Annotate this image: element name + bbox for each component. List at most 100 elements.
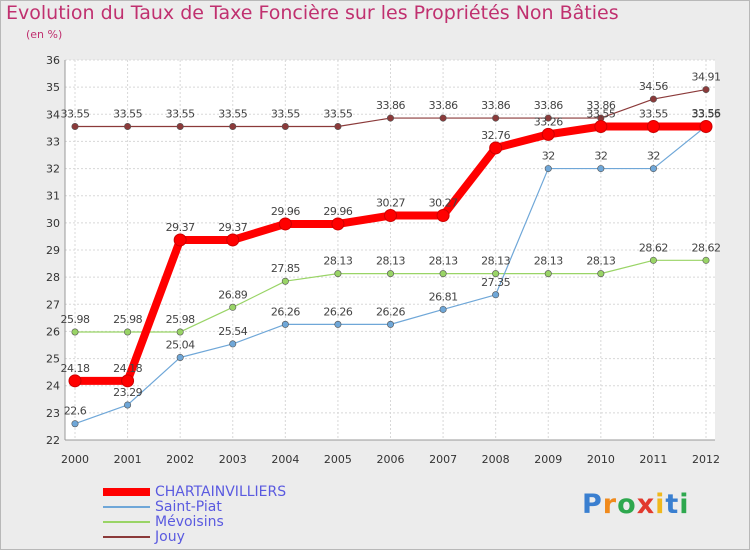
- legend-label-saint-piat: Saint-Piat: [155, 499, 222, 515]
- data-point-series-2: [334, 270, 342, 278]
- data-label: 28.62: [692, 241, 721, 254]
- data-point-series-2: [544, 270, 552, 278]
- data-label: 33.86: [376, 99, 405, 112]
- data-label: 26.26: [323, 305, 352, 318]
- data-point-series-2: [229, 303, 237, 311]
- data-label: 29.96: [323, 205, 352, 218]
- data-point-series-1: [649, 165, 657, 173]
- data-label: 27.85: [271, 262, 300, 275]
- data-point-series-1: [492, 291, 500, 299]
- x-tick-label: 2005: [324, 453, 352, 466]
- data-point-series-1: [176, 353, 184, 361]
- y-tick-label: 25: [46, 353, 60, 366]
- data-label: 25.98: [166, 313, 195, 326]
- data-point-series-3: [71, 123, 79, 131]
- data-point-series-3: [439, 114, 447, 122]
- x-tick-label: 2001: [114, 453, 142, 466]
- y-tick-label: 27: [46, 298, 60, 311]
- data-point-series-2: [702, 256, 710, 264]
- logo-letter: x: [636, 489, 656, 520]
- data-point-series-3: [386, 114, 394, 122]
- data-point-series-3: [649, 95, 657, 103]
- data-point-series-1: [386, 320, 394, 328]
- data-label: 25.98: [113, 313, 142, 326]
- data-point-chartainvilliers: [489, 141, 503, 155]
- data-label: 22.6: [64, 405, 87, 418]
- data-point-series-1: [544, 165, 552, 173]
- x-tick-label: 2000: [61, 453, 89, 466]
- data-label: 26.81: [429, 290, 458, 303]
- data-point-chartainvilliers: [699, 120, 713, 133]
- data-point-series-1: [229, 340, 237, 348]
- data-label: 33.55: [323, 108, 352, 121]
- data-label: 30.27: [429, 197, 458, 210]
- data-label: 32: [542, 150, 555, 163]
- data-point-chartainvilliers: [384, 209, 397, 223]
- x-tick-label: 2012: [692, 453, 720, 466]
- y-tick-label: 36: [46, 54, 60, 67]
- data-label: 24.18: [113, 362, 142, 375]
- data-point-series-1: [334, 320, 342, 328]
- x-tick-label: 2011: [639, 453, 667, 466]
- data-point-chartainvilliers: [121, 374, 135, 388]
- logo-letter: o: [617, 489, 637, 520]
- data-label: 25.54: [218, 325, 247, 338]
- data-label: 33.55: [61, 108, 90, 121]
- data-point-series-2: [492, 270, 500, 278]
- data-point-series-2: [176, 328, 184, 336]
- data-label: 28.13: [534, 255, 563, 268]
- data-label: 28.13: [323, 255, 352, 268]
- data-point-series-1: [71, 420, 79, 428]
- data-point-series-3: [492, 114, 500, 122]
- x-tick-label: 2006: [377, 453, 405, 466]
- data-label: 29.37: [218, 221, 247, 234]
- y-tick-label: 31: [46, 190, 60, 203]
- data-label: 33.55: [271, 108, 300, 121]
- legend-label-mevoisins: Mévoisins: [155, 514, 224, 530]
- data-point-series-3: [281, 123, 289, 131]
- data-point-series-3: [544, 114, 552, 122]
- data-point-series-1: [439, 305, 447, 313]
- data-point-series-2: [386, 270, 394, 278]
- data-label: 33.55: [639, 108, 668, 121]
- data-point-chartainvilliers: [594, 120, 608, 133]
- x-tick-label: 2009: [534, 453, 562, 466]
- data-label: 28.13: [376, 255, 405, 268]
- y-tick-label: 22: [46, 434, 60, 447]
- data-point-series-2: [124, 328, 132, 336]
- data-point-series-2: [281, 277, 289, 285]
- data-label: 28.13: [481, 255, 510, 268]
- data-point-series-1: [597, 165, 605, 173]
- data-label: 33.86: [534, 99, 563, 112]
- legend-label-jouy: Jouy: [155, 529, 185, 545]
- data-point-series-1: [124, 401, 132, 409]
- data-label: 32: [594, 150, 607, 163]
- y-tick-label: 34: [46, 108, 60, 121]
- data-point-series-2: [439, 270, 447, 278]
- data-point-series-3: [229, 123, 237, 131]
- data-label: 24.18: [61, 362, 90, 375]
- data-label: 33.55: [586, 108, 615, 121]
- data-label: 33.26: [534, 115, 563, 128]
- proxiti-logo: Proxiti: [582, 489, 690, 520]
- x-tick-label: 2004: [271, 453, 299, 466]
- data-label: 34.56: [639, 80, 668, 93]
- data-label: 29.96: [271, 205, 300, 218]
- x-tick-label: 2007: [429, 453, 457, 466]
- data-label: 25.98: [61, 313, 90, 326]
- data-label: 33.55: [692, 108, 721, 121]
- data-label: 33.56: [692, 107, 721, 120]
- y-tick-label: 26: [46, 325, 60, 338]
- data-point-series-1: [281, 320, 289, 328]
- logo-letter: i: [679, 489, 690, 520]
- data-point-chartainvilliers: [331, 217, 345, 231]
- y-tick-label: 33: [46, 135, 60, 148]
- data-label: 25.04: [166, 338, 195, 351]
- y-tick-label: 35: [46, 81, 60, 94]
- data-label: 32: [647, 150, 660, 163]
- data-point-series-2: [649, 256, 657, 264]
- data-point-chartainvilliers: [541, 127, 555, 141]
- x-tick-label: 2003: [219, 453, 247, 466]
- y-tick-label: 32: [46, 163, 60, 176]
